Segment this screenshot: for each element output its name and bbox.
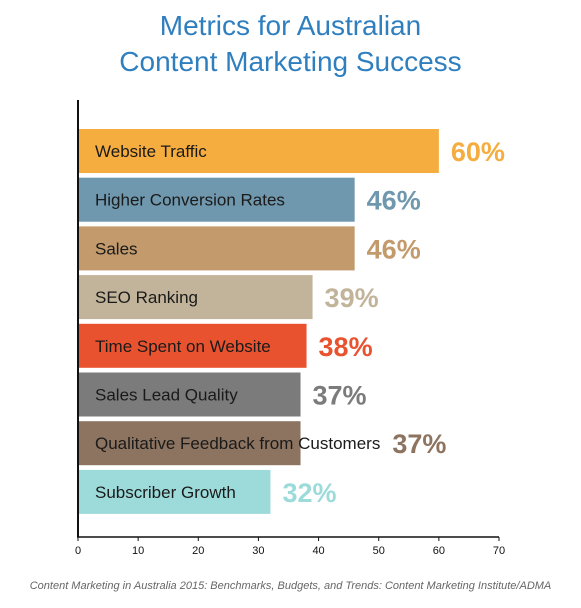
x-tick-label: 20: [192, 545, 204, 557]
bar-category-label: Time Spent on Website: [95, 337, 271, 356]
bar-value-label: 32%: [282, 478, 336, 508]
bar-category-label: Website Traffic: [95, 142, 207, 161]
bar-category-label: Subscriber Growth: [95, 483, 236, 502]
bar-category-label: SEO Ranking: [95, 288, 198, 307]
bar-category-label: Sales Lead Quality: [95, 386, 238, 405]
bar-6: [78, 421, 301, 466]
bar-value-label: 46%: [367, 234, 421, 264]
bar-value-label: 38%: [319, 332, 373, 362]
bar-category-label: Higher Conversion Rates: [95, 191, 285, 210]
x-tick-label: 40: [312, 545, 324, 557]
x-tick-label: 30: [252, 545, 264, 557]
bar-1: [78, 177, 355, 222]
bar-category-label: Qualitative Feedback from Customers: [95, 434, 380, 453]
bar-2: [78, 226, 355, 271]
bar-value-label: 60%: [451, 137, 505, 167]
x-tick-label: 0: [75, 545, 81, 557]
x-tick-label: 70: [493, 545, 505, 557]
bar-value-label: 39%: [325, 283, 379, 313]
bar-value-label: 37%: [392, 429, 446, 459]
x-tick-label: 10: [132, 545, 144, 557]
bar-7: [78, 469, 271, 514]
bar-4: [78, 323, 307, 368]
chart-title: Metrics for Australian Content Marketing…: [0, 8, 581, 80]
x-tick-label: 60: [433, 545, 445, 557]
bar-3: [78, 275, 313, 320]
x-tick-label: 50: [373, 545, 385, 557]
chart-title-line-2: Content Marketing Success: [119, 46, 462, 77]
bar-category-label: Sales: [95, 239, 138, 258]
bar-5: [78, 372, 301, 417]
bar-value-label: 46%: [367, 186, 421, 216]
source-note: Content Marketing in Australia 2015: Ben…: [29, 580, 552, 592]
chart-title-line-1: Metrics for Australian: [159, 10, 422, 41]
bar-value-label: 37%: [313, 381, 367, 411]
bar-0: [78, 129, 439, 173]
